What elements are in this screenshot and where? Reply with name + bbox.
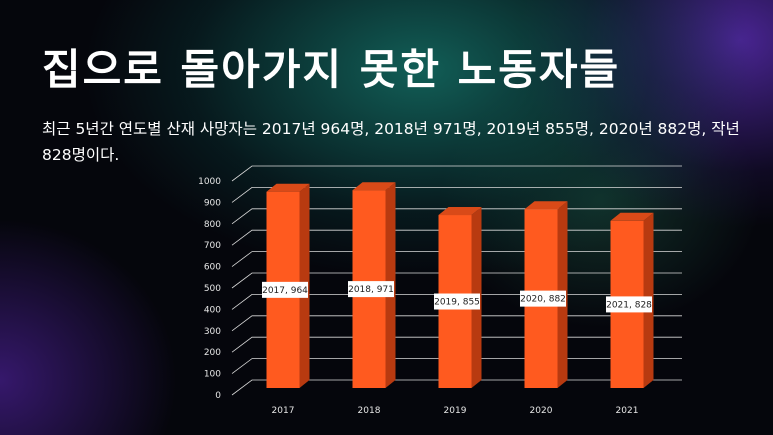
bar-top [524, 201, 568, 210]
data-label-box [348, 281, 394, 298]
data-label: 2018, 971 [348, 285, 394, 295]
y-tick-label: 1000 [198, 177, 221, 187]
y-tick-label: 500 [204, 284, 221, 294]
y-tick-label: 800 [204, 220, 221, 230]
y-tick-label: 600 [204, 263, 221, 273]
x-tick-label: 2018 [358, 406, 381, 416]
y-tick-label: 0 [215, 391, 221, 401]
data-label-box [434, 293, 480, 310]
x-tick-label: 2019 [444, 406, 467, 416]
x-tick-label: 2021 [616, 406, 639, 416]
x-axis-ticks: 2017 2018 2019 2020 2021 [272, 406, 639, 416]
data-label: 2020, 882 [520, 295, 566, 305]
x-tick-label: 2020 [530, 406, 553, 416]
bar-top [266, 183, 310, 192]
bar-top [352, 182, 396, 191]
y-tick-label: 400 [204, 305, 221, 315]
y-tick-label: 700 [204, 241, 221, 251]
y-axis-ticks: 0 100 200 300 400 500 600 700 800 900 1000 [198, 177, 221, 401]
y-tick-label: 900 [204, 198, 221, 208]
x-tick-label: 2017 [272, 406, 295, 416]
data-labels: 2017, 964 2018, 971 2019, 855 2020, 882 2021… [262, 281, 652, 313]
data-label-box [262, 281, 308, 298]
slide-title: 집으로 돌아가지 못한 노동자들 [42, 45, 621, 94]
data-label: 2019, 855 [434, 298, 480, 308]
bars [266, 182, 654, 388]
bar-top [438, 207, 482, 216]
data-label: 2017, 964 [262, 286, 308, 296]
data-label-box [520, 290, 566, 307]
gridline [231, 186, 682, 203]
data-label: 2021, 828 [606, 300, 652, 310]
slide-subtitle: 최근 5년간 연도별 산재 사망자는 2017년 964명, 2018년 971… [42, 120, 740, 164]
gridline [231, 165, 682, 182]
bar-top [610, 212, 654, 221]
y-tick-label: 300 [204, 327, 221, 337]
y-tick-label: 100 [204, 370, 221, 380]
y-tick-label: 200 [204, 348, 221, 358]
data-label-box [606, 296, 652, 313]
